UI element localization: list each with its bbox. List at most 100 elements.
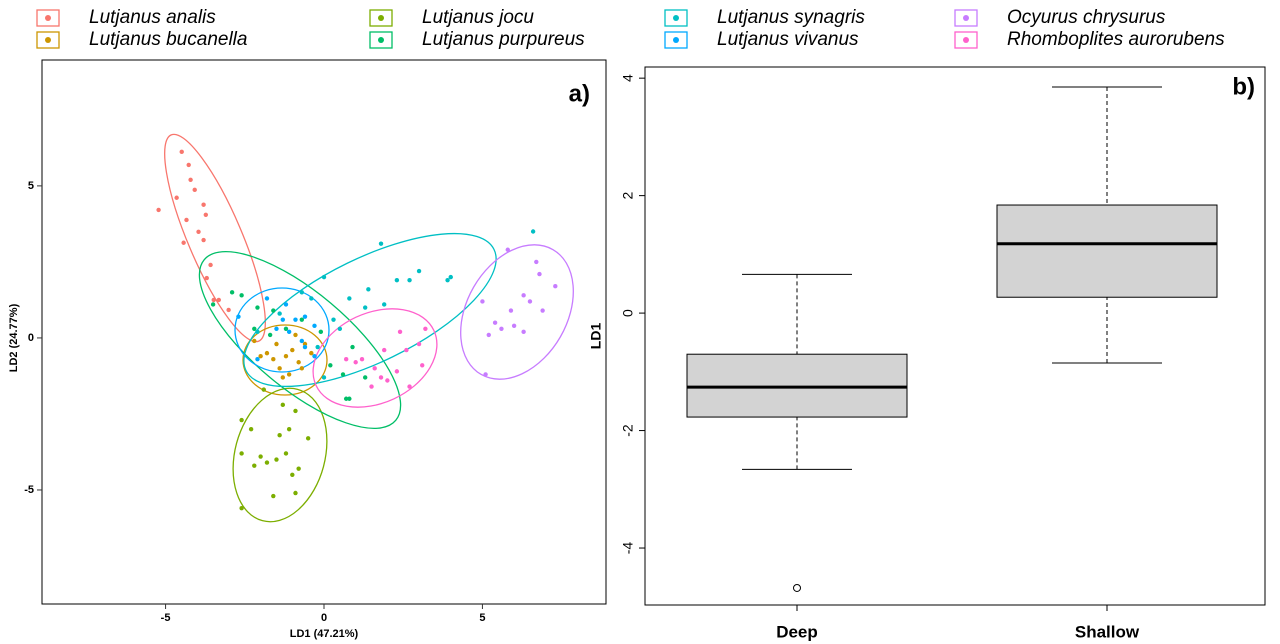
point <box>353 360 358 365</box>
point <box>181 240 186 245</box>
point <box>264 460 270 465</box>
legend-dot <box>45 15 51 21</box>
point <box>283 326 289 332</box>
point <box>404 347 409 353</box>
point <box>258 353 263 359</box>
point <box>366 287 371 292</box>
point <box>274 326 279 332</box>
point <box>201 202 206 207</box>
point <box>229 290 235 295</box>
x-tick-label: 0 <box>321 612 327 624</box>
point <box>264 350 270 356</box>
point <box>293 317 298 322</box>
confidence-ellipse <box>198 250 402 430</box>
point <box>201 237 206 243</box>
point <box>347 296 352 301</box>
y-tick-label: -4 <box>620 542 636 555</box>
legend-dot <box>963 15 969 21</box>
point <box>420 363 425 368</box>
confidence-ellipse <box>234 287 330 373</box>
point <box>505 247 510 252</box>
y-tick-label: 4 <box>620 74 636 82</box>
point <box>280 375 286 380</box>
y-tick-label: 0 <box>620 309 636 317</box>
point <box>290 472 295 477</box>
point <box>407 277 412 283</box>
point <box>283 302 289 307</box>
point <box>378 375 384 380</box>
legend-key <box>369 9 393 27</box>
point <box>369 384 374 389</box>
point <box>359 357 365 362</box>
point <box>286 372 292 377</box>
confidence-ellipse <box>243 232 497 388</box>
point <box>302 314 308 319</box>
point <box>156 207 161 213</box>
point <box>309 296 314 301</box>
point <box>321 375 327 380</box>
point <box>296 466 301 471</box>
point <box>530 229 536 234</box>
confidence-ellipse <box>460 244 574 380</box>
point <box>179 149 184 155</box>
point <box>239 293 244 298</box>
point <box>299 317 305 322</box>
y-axis-label: LD1 <box>588 323 604 350</box>
point <box>340 372 346 377</box>
point <box>483 372 488 377</box>
confidence-ellipse <box>232 387 328 523</box>
legend-dot <box>673 37 679 43</box>
point <box>239 506 244 511</box>
point <box>208 262 213 268</box>
point <box>293 332 298 338</box>
legend-key <box>954 31 978 49</box>
point <box>416 341 422 347</box>
point <box>271 493 276 499</box>
point <box>296 360 301 365</box>
legend-dot <box>45 37 51 43</box>
point <box>331 317 336 322</box>
point <box>255 357 260 362</box>
point <box>255 329 260 335</box>
point <box>203 212 209 217</box>
plot-frame-a <box>41 59 607 605</box>
point <box>293 408 298 414</box>
point <box>480 299 485 304</box>
point <box>312 353 317 359</box>
legend-label: Lutjanus purpureus <box>422 29 585 50</box>
point <box>553 284 558 289</box>
point <box>186 162 191 168</box>
point <box>492 320 498 325</box>
point <box>394 369 400 374</box>
point <box>416 268 422 274</box>
legend-key <box>369 31 393 49</box>
point <box>362 305 368 310</box>
point <box>499 326 504 332</box>
point <box>445 277 450 283</box>
point <box>350 344 355 350</box>
point <box>293 490 298 496</box>
legend-label: Lutjanus vivanus <box>717 29 859 50</box>
point <box>239 451 244 456</box>
panel-label: b) <box>1232 73 1255 100</box>
point <box>277 311 282 316</box>
confidence-ellipse <box>312 308 438 408</box>
panel-label: a) <box>569 80 590 107</box>
point <box>382 347 387 353</box>
point <box>280 402 286 408</box>
point <box>337 326 343 332</box>
y-tick-label: -5 <box>24 484 34 496</box>
point <box>299 338 305 344</box>
point <box>407 384 412 389</box>
point <box>252 463 257 468</box>
point <box>378 241 384 246</box>
point <box>192 187 197 193</box>
x-tick-label: Shallow <box>1075 622 1140 641</box>
x-tick-label: -5 <box>161 612 171 624</box>
confidence-ellipse <box>242 324 328 396</box>
point <box>290 347 295 353</box>
point <box>315 344 320 350</box>
legend-label: Lutjanus jocu <box>422 7 534 28</box>
point <box>397 329 403 335</box>
